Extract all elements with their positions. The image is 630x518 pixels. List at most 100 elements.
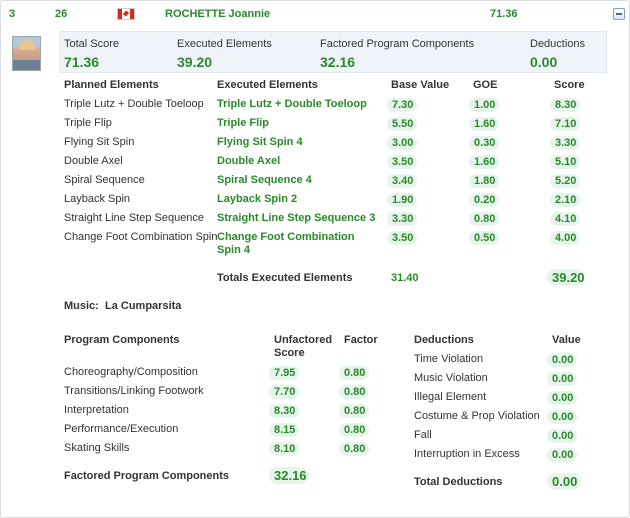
goe-value: 1.80	[469, 174, 499, 188]
base-value: 3.40	[387, 174, 417, 188]
planned-element: Triple Flip	[64, 117, 112, 129]
total-score-value: 71.36	[64, 54, 100, 70]
start-number: 26	[55, 8, 68, 20]
pcs-label: Factored Program Components	[320, 38, 475, 50]
executed-element[interactable]: Layback Spin 2	[217, 193, 298, 205]
component-factor: 0.80	[339, 404, 369, 418]
col-score: Score	[554, 79, 585, 91]
tes-label: Executed Elements	[177, 38, 272, 50]
music-label: Music:	[64, 300, 99, 312]
component-score: 7.70	[269, 385, 299, 399]
music-title: La Cumparsita	[105, 300, 182, 312]
goe-value: 1.00	[469, 98, 499, 112]
component-factor: 0.80	[339, 385, 369, 399]
deduction-value: 0.00	[547, 372, 577, 386]
col-executed-elements: Executed Elements	[217, 79, 318, 91]
component-score: 8.15	[269, 423, 299, 437]
total-executed-label: Totals Executed Elements	[217, 272, 353, 284]
executed-element-cont: Spin 4	[217, 244, 251, 256]
deductions-value: 0.00	[530, 54, 558, 70]
col-unfactored-score: Score	[274, 347, 305, 359]
col-goe: GOE	[473, 79, 498, 91]
executed-element[interactable]: Change Foot Combination	[217, 231, 355, 243]
executed-element[interactable]: Straight Line Step Sequence 3	[217, 212, 376, 224]
goe-value: 0.20	[469, 193, 499, 207]
planned-element: Layback Spin	[64, 193, 131, 205]
component-name: Interpretation	[64, 404, 129, 416]
deduction-name: Illegal Element	[414, 391, 487, 403]
col-value: Value	[552, 334, 581, 346]
planned-element: Spiral Sequence	[64, 174, 145, 186]
executed-element[interactable]: Double Axel	[217, 155, 281, 167]
element-score: 5.20	[550, 174, 580, 188]
planned-element: Double Axel	[64, 155, 123, 167]
col-planned-elements: Planned Elements	[64, 79, 159, 91]
element-score: 2.10	[550, 193, 580, 207]
element-score: 4.00	[550, 231, 580, 245]
planned-element: Flying Sit Spin	[64, 136, 135, 148]
element-score: 7.10	[550, 117, 580, 131]
score-summary	[59, 31, 607, 73]
avatar	[12, 36, 41, 71]
tes-value: 39.20	[177, 54, 213, 70]
deduction-name: Music Violation	[414, 372, 488, 384]
deduction-value: 0.00	[547, 448, 577, 462]
rank: 3	[9, 8, 16, 20]
goe-value: 0.50	[469, 231, 499, 245]
goe-value: 1.60	[469, 117, 499, 131]
deduction-value: 0.00	[547, 410, 577, 424]
deduction-value: 0.00	[547, 391, 577, 405]
col-factor: Factor	[344, 334, 378, 346]
component-name: Skating Skills	[64, 442, 130, 454]
component-factor: 0.80	[339, 366, 369, 380]
total-base-value: 31.40	[391, 272, 419, 284]
pcs-value: 32.16	[320, 54, 356, 70]
component-score: 7.95	[269, 366, 299, 380]
deduction-name: Costume & Prop Violation	[414, 410, 540, 422]
goe-value: 1.60	[469, 155, 499, 169]
total-deductions-label: Total Deductions	[414, 476, 503, 488]
element-score: 8.30	[550, 98, 580, 112]
base-value: 3.30	[387, 212, 417, 226]
total-elements-score: 39.20	[547, 269, 585, 286]
planned-element: Straight Line Step Sequence	[64, 212, 205, 224]
component-name: Choreography/Composition	[64, 366, 198, 378]
component-factor: 0.80	[339, 423, 369, 437]
total-deductions-value: 0.00	[547, 473, 581, 490]
factored-components-label: Factored Program Components	[64, 470, 230, 482]
element-score: 3.30	[550, 136, 580, 150]
base-value: 3.50	[387, 155, 417, 169]
goe-value: 0.30	[469, 136, 499, 150]
base-value: 1.90	[387, 193, 417, 207]
component-name: Performance/Execution	[64, 423, 179, 435]
total-score-label: Total Score	[64, 38, 120, 50]
col-base-value: Base Value	[391, 79, 450, 91]
col-unfactored: Unfactored	[274, 334, 333, 346]
planned-element: Triple Lutz + Double Toeloop	[64, 98, 204, 110]
component-factor: 0.80	[339, 442, 369, 456]
base-value: 7.30	[387, 98, 417, 112]
element-score: 5.10	[550, 155, 580, 169]
executed-element[interactable]: Triple Flip	[217, 117, 269, 129]
element-score: 4.10	[550, 212, 580, 226]
component-score: 8.30	[269, 404, 299, 418]
canada-flag-icon	[117, 8, 135, 20]
factored-components-total: 32.16	[269, 467, 309, 484]
base-value: 3.00	[387, 136, 417, 150]
col-program-components: Program Components	[64, 334, 180, 346]
base-value: 3.50	[387, 231, 417, 245]
deduction-name: Interruption in Excess	[414, 448, 520, 460]
deduction-value: 0.00	[547, 353, 577, 367]
col-deductions: Deductions	[414, 334, 474, 346]
executed-element[interactable]: Flying Sit Spin 4	[217, 136, 303, 148]
deductions-label: Deductions	[530, 38, 586, 50]
executed-element[interactable]: Triple Lutz + Double Toeloop	[217, 98, 367, 110]
skater-name[interactable]: ROCHETTE Joannie	[165, 8, 271, 20]
goe-value: 0.80	[469, 212, 499, 226]
component-score: 8.10	[269, 442, 299, 456]
collapse-icon[interactable]	[613, 8, 625, 20]
executed-element[interactable]: Spiral Sequence 4	[217, 174, 312, 186]
planned-element: Change Foot Combination Spin	[64, 231, 218, 243]
deduction-name: Fall	[414, 429, 432, 441]
